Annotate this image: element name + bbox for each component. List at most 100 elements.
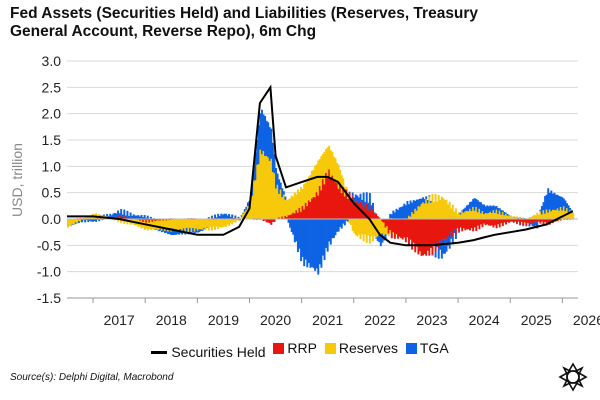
area-bar-rrp	[262, 219, 265, 222]
area-bar-rrp	[347, 198, 349, 219]
area-bar-rrp	[386, 219, 389, 227]
area-bar-rrp	[478, 219, 481, 230]
legend-swatch-rrp	[273, 342, 285, 354]
area-bar-rrp	[376, 216, 379, 219]
y-tick-label: 1.5	[42, 132, 62, 148]
area-bar-reserves	[190, 219, 193, 233]
area-bar-reserves	[187, 219, 190, 232]
area-bar-reserves	[171, 219, 174, 229]
area-bar-tga	[275, 167, 278, 189]
area-bar-rrp	[445, 219, 448, 239]
area-bar-tga	[376, 236, 379, 241]
area-bar-reserves	[537, 214, 540, 219]
area-bar-rrp	[342, 187, 345, 219]
area-bar-tga	[440, 243, 443, 259]
area-bar-tga	[262, 114, 265, 152]
area-bar-tga	[373, 212, 376, 214]
area-bar-reserves	[228, 219, 231, 226]
area-bar-rrp	[354, 200, 357, 219]
area-bar-tga	[312, 219, 315, 269]
area-bar-rrp	[378, 217, 381, 219]
area-bar-reserves	[85, 217, 88, 219]
area-bar-tga	[473, 198, 476, 211]
area-bar-rrp	[387, 219, 390, 234]
area-bar-tga	[138, 216, 141, 219]
area-bar-reserves	[473, 210, 476, 219]
area-bar-tga	[409, 200, 412, 217]
area-bar-reserves	[145, 222, 148, 229]
area-bar-tga	[156, 229, 159, 230]
area-bar-rrp	[304, 202, 307, 219]
area-bar-reserves	[540, 214, 543, 219]
area-bar-tga	[362, 192, 365, 203]
area-bar-tga	[515, 223, 518, 225]
area-bar-reserves	[68, 219, 71, 226]
area-bar-reserves	[486, 213, 489, 219]
area-bar-reserves	[458, 212, 461, 219]
area-bar-reserves	[556, 208, 559, 219]
area-bar-tga	[295, 219, 298, 242]
area-bar-tga	[323, 219, 326, 261]
area-bar-reserves	[420, 204, 423, 219]
area-bar-reserves	[531, 216, 534, 219]
area-bar-tga	[545, 194, 548, 210]
area-bar-tga	[162, 228, 165, 232]
area-bar-rrp	[343, 196, 346, 219]
area-bar-reserves	[487, 212, 490, 219]
area-bar-rrp	[340, 193, 343, 219]
chart-title: Fed Assets (Securities Held) and Liabili…	[10, 5, 595, 41]
area-bar-tga	[196, 230, 199, 233]
area-bar-tga	[412, 200, 415, 214]
area-bar-tga	[304, 219, 307, 260]
area-bar-rrp	[370, 211, 373, 219]
area-bar-rrp	[290, 214, 293, 219]
area-bar-rrp	[515, 219, 518, 224]
area-bar-tga	[163, 230, 166, 233]
area-bar-rrp	[138, 219, 141, 221]
area-bar-tga	[459, 212, 462, 215]
area-bar-reserves	[326, 147, 329, 178]
area-bar-rrp	[454, 219, 457, 235]
area-bar-reserves	[267, 157, 270, 219]
area-bar-rrp	[390, 219, 393, 239]
area-bar-reserves	[320, 156, 323, 191]
area-bar-reserves	[423, 203, 426, 219]
area-bar-rrp	[490, 219, 493, 226]
area-bar-reserves	[201, 219, 204, 230]
area-bar-rrp	[514, 219, 517, 222]
x-tick-label: 2025	[521, 312, 552, 328]
area-bar-reserves	[264, 156, 267, 219]
area-bar-rrp	[395, 219, 398, 235]
area-bar-reserves	[509, 216, 512, 219]
area-bar-reserves	[561, 210, 564, 219]
area-bar-tga	[451, 236, 454, 245]
area-bar-tga	[174, 228, 177, 235]
area-bar-rrp	[296, 212, 299, 219]
area-bar-reserves	[550, 211, 553, 219]
area-bar-tga	[107, 215, 110, 217]
area-bar-tga	[548, 192, 551, 210]
area-bar-tga	[259, 113, 262, 150]
area-bar-reserves	[328, 145, 331, 170]
area-bar-reserves	[224, 219, 227, 227]
area-bar-reserves	[159, 220, 162, 229]
area-bar-tga	[483, 204, 486, 215]
area-bar-reserves	[270, 158, 273, 219]
area-bar-rrp	[461, 219, 464, 232]
area-bar-tga	[422, 197, 425, 203]
area-bar-tga	[112, 213, 115, 217]
area-bar-rrp	[559, 219, 562, 221]
area-bar-tga	[365, 192, 368, 204]
area-bar-tga	[561, 197, 564, 211]
area-bar-reserves	[359, 219, 362, 240]
area-bar-tga	[461, 210, 464, 212]
area-bar-tga	[192, 228, 195, 233]
area-bar-reserves	[534, 215, 537, 219]
area-bar-tga	[555, 194, 558, 211]
area-bar-reserves	[336, 162, 339, 184]
chart-title-line-1: Fed Assets (Securities Held) and Liabili…	[10, 5, 479, 22]
area-bar-rrp	[286, 217, 288, 219]
area-bar-rrp	[270, 219, 273, 225]
area-bar-rrp	[404, 219, 407, 243]
area-bar-rrp	[422, 219, 425, 256]
